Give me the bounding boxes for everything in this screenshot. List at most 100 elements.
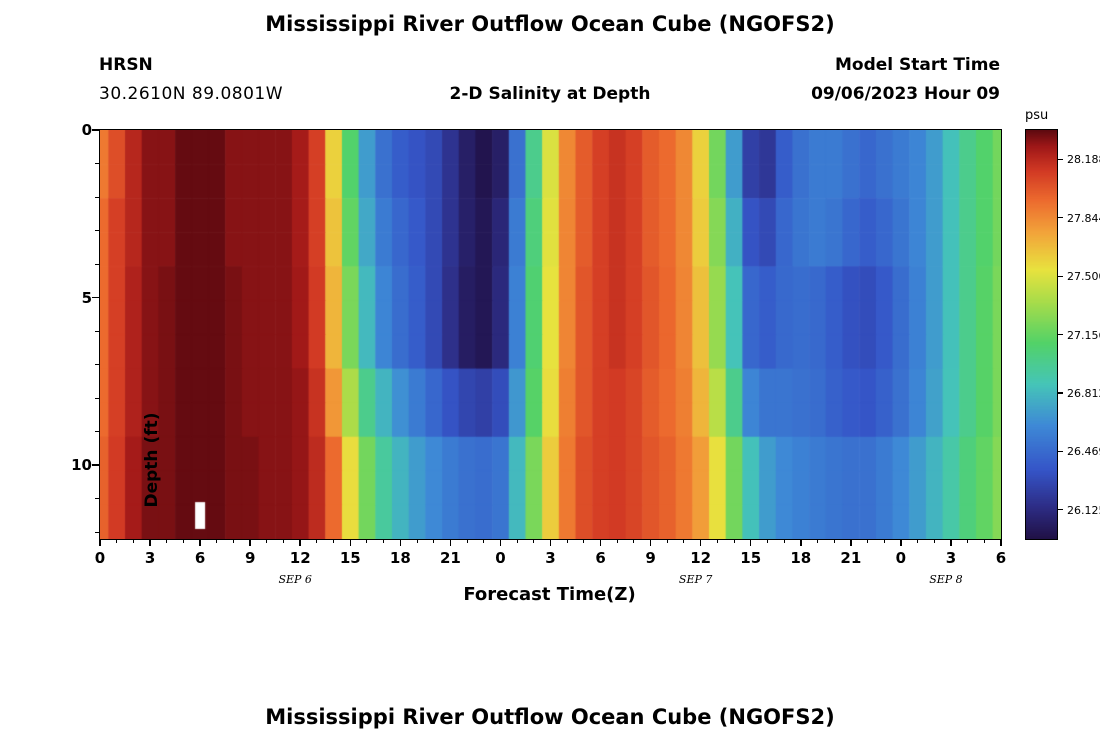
colorbar-tick-label: 26.125 xyxy=(1067,503,1100,517)
x-major-tick xyxy=(449,539,452,546)
x-major-tick xyxy=(99,539,101,546)
x-minor-tick xyxy=(366,539,368,543)
x-major-tick xyxy=(349,539,352,546)
date-label: SEP 6 xyxy=(278,573,312,586)
x-major-tick xyxy=(399,539,402,546)
date-label: SEP 7 xyxy=(678,573,713,586)
colorbar-tick-label: 27.156 xyxy=(1067,328,1100,342)
x-tick-label: 0 xyxy=(495,549,506,567)
x-minor-tick xyxy=(182,539,184,543)
x-minor-tick xyxy=(666,539,668,543)
x-minor-tick xyxy=(766,539,768,543)
x-minor-tick xyxy=(883,539,885,543)
x-tick-label: 21 xyxy=(840,549,862,567)
x-minor-tick xyxy=(333,539,335,543)
heatmap-canvas xyxy=(100,130,1001,539)
x-minor-tick xyxy=(232,539,234,543)
y-major-tick xyxy=(91,296,99,299)
y-minor-tick xyxy=(95,196,99,198)
main-title: Mississippi River Outflow Ocean Cube (NG… xyxy=(265,12,835,36)
y-tick-label: 5 xyxy=(81,288,92,307)
station-coordinates: 30.2610N 89.0801W xyxy=(99,84,284,104)
colorbar-tick-label: 27.500 xyxy=(1067,270,1100,284)
x-minor-tick xyxy=(416,539,418,543)
x-tick-label: 9 xyxy=(645,549,656,567)
x-minor-tick xyxy=(783,539,785,543)
y-minor-tick xyxy=(95,531,99,533)
x-minor-tick xyxy=(867,539,869,543)
x-minor-tick xyxy=(132,539,134,543)
colorbar-tick-label: 26.469 xyxy=(1067,445,1100,459)
x-major-tick xyxy=(900,539,902,546)
plot-subtitle: 2-D Salinity at Depth xyxy=(449,84,651,104)
y-minor-tick xyxy=(95,397,99,399)
y-major-tick xyxy=(91,464,99,466)
x-major-tick xyxy=(249,539,251,546)
x-minor-tick xyxy=(466,539,468,543)
x-minor-tick xyxy=(633,539,635,543)
x-minor-tick xyxy=(716,539,718,543)
x-major-tick xyxy=(549,539,552,546)
x-minor-tick xyxy=(116,539,118,543)
colorbar-units-label: psu xyxy=(1025,108,1049,123)
x-major-tick xyxy=(850,539,852,546)
colorbar-tick-label: 28.188 xyxy=(1067,153,1100,167)
x-minor-tick xyxy=(483,539,485,543)
x-minor-tick xyxy=(216,539,218,543)
y-minor-tick xyxy=(95,364,99,366)
colorbar-tick xyxy=(1057,509,1063,511)
x-tick-label: 3 xyxy=(545,549,556,567)
x-major-tick xyxy=(749,539,752,546)
x-major-tick xyxy=(649,539,652,546)
colorbar-tick xyxy=(1057,392,1063,394)
x-major-tick xyxy=(950,539,952,546)
x-tick-label: 6 xyxy=(595,549,606,567)
heatmap-plot-area: Depth (ft) 0 3 6 9 12 15 18 21 0 3 6 9 12 15 18 21 0 3 6 SE… xyxy=(71,121,1006,586)
model-start-time-value: 09/06/2023 Hour 09 xyxy=(811,84,1000,104)
y-minor-tick xyxy=(95,230,99,232)
colorbar: 28.188 27.844 27.500 27.156 26.812 26.469 26.1… xyxy=(1025,129,1100,540)
x-tick-label: 21 xyxy=(439,549,461,567)
x-minor-tick xyxy=(583,539,585,543)
y-major-tick xyxy=(91,129,99,131)
x-major-tick xyxy=(800,539,802,546)
x-minor-tick xyxy=(383,539,385,543)
x-tick-label: 18 xyxy=(790,549,812,567)
x-minor-tick xyxy=(967,539,969,543)
x-minor-tick xyxy=(733,539,735,543)
colorbar-tick xyxy=(1057,450,1063,452)
colorbar-tick xyxy=(1057,158,1063,160)
x-tick-label: 15 xyxy=(740,549,762,567)
x-minor-tick xyxy=(316,539,318,543)
x-major-tick xyxy=(699,539,702,546)
next-panel-title: Mississippi River Outflow Ocean Cube (NG… xyxy=(265,705,835,729)
x-major-tick xyxy=(299,539,301,546)
x-tick-label: 3 xyxy=(144,549,156,567)
x-tick-label: 6 xyxy=(194,549,206,567)
x-tick-label: 15 xyxy=(339,549,361,567)
colorbar-tick-label: 27.844 xyxy=(1067,211,1100,225)
x-minor-tick xyxy=(683,539,685,543)
x-axis-title: Forecast Time(Z) xyxy=(463,584,636,605)
y-minor-tick xyxy=(95,163,99,165)
y-minor-tick xyxy=(95,431,99,433)
x-tick-label: 18 xyxy=(389,549,411,567)
y-tick-label: 0 xyxy=(81,121,92,139)
x-minor-tick xyxy=(566,539,568,543)
x-major-tick xyxy=(1000,539,1002,546)
x-major-tick xyxy=(199,539,201,546)
x-tick-label: 3 xyxy=(945,549,957,567)
x-minor-tick xyxy=(516,539,518,543)
x-major-tick xyxy=(599,539,602,546)
x-minor-tick xyxy=(166,539,168,543)
date-label: SEP 8 xyxy=(929,573,963,586)
colorbar-tick xyxy=(1057,275,1063,277)
y-minor-tick xyxy=(95,330,99,332)
colorbar-tick xyxy=(1057,217,1063,219)
x-tick-label: 0 xyxy=(895,549,907,567)
x-minor-tick xyxy=(266,539,268,543)
x-minor-tick xyxy=(616,539,618,543)
colorbar-tick-label: 26.812 xyxy=(1067,387,1100,401)
x-major-tick xyxy=(499,539,502,546)
x-tick-label: 0 xyxy=(94,549,106,567)
